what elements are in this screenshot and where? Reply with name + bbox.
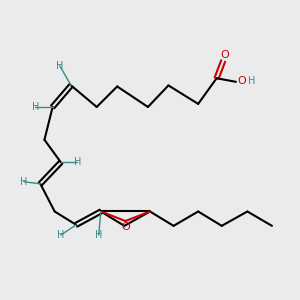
Text: H: H — [248, 76, 255, 86]
Text: O: O — [121, 222, 130, 232]
Text: H: H — [95, 230, 102, 240]
Text: H: H — [56, 61, 64, 71]
Text: H: H — [32, 102, 39, 112]
Text: H: H — [57, 230, 64, 240]
Text: H: H — [20, 177, 28, 187]
Text: H: H — [74, 157, 81, 167]
Text: O: O — [238, 76, 246, 86]
Text: O: O — [220, 50, 229, 60]
